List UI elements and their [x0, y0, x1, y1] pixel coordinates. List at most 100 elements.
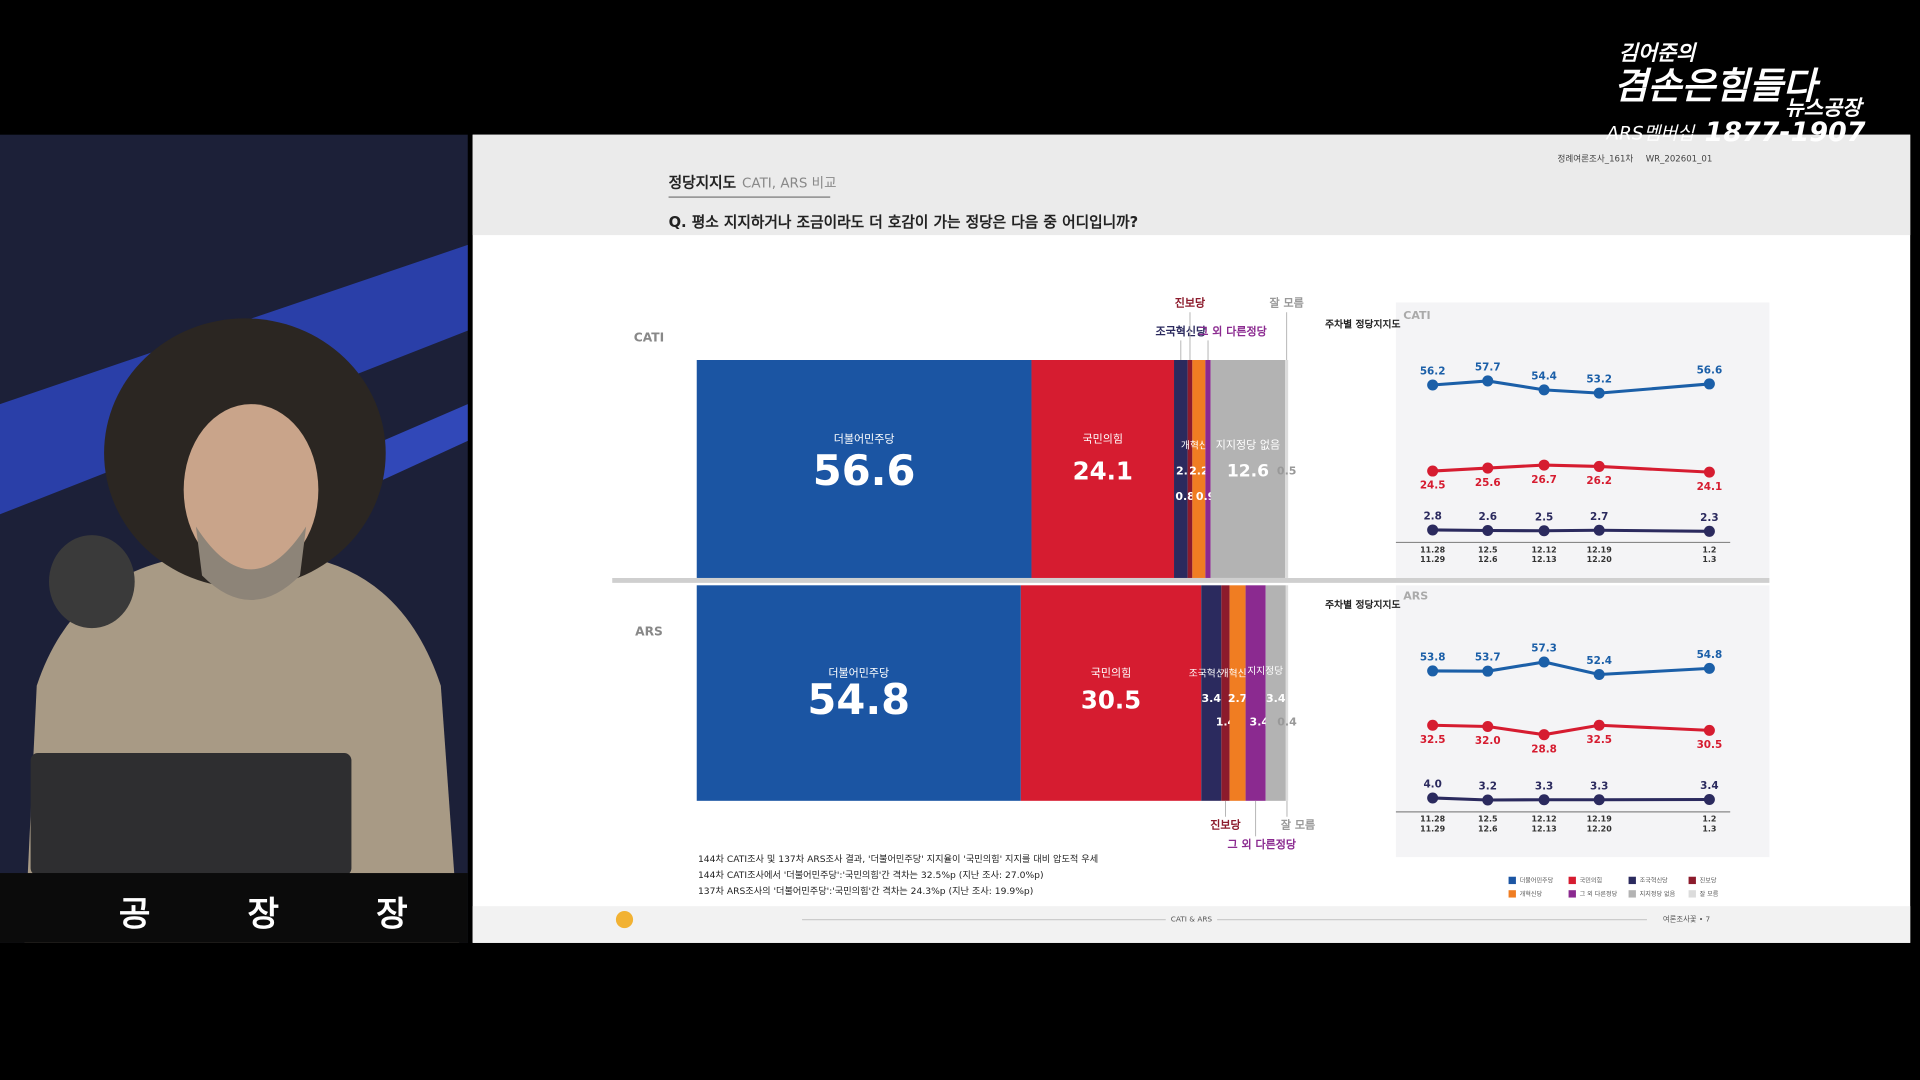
series-line	[1432, 796, 1710, 802]
bar-segment	[696, 585, 1021, 801]
laptop	[30, 753, 352, 876]
point	[1482, 665, 1494, 677]
charts: CATI더불어민주당56.6국민의힘24.1조국혁신당2.3진보당0.8개혁신당…	[634, 296, 1731, 898]
point-label: 2.8	[1423, 510, 1441, 522]
bar-segment	[1201, 585, 1222, 801]
legend-swatch	[1508, 890, 1516, 898]
x-tick-label: 12.19	[1587, 815, 1613, 824]
point-label: 53.2	[1586, 374, 1612, 386]
survey-code: WR_202601_01	[1646, 155, 1713, 165]
bar-segment	[1265, 585, 1286, 801]
x-tick-label: 12.5	[1478, 545, 1498, 554]
legend-label: 조국혁신당	[1640, 876, 1668, 884]
point	[1538, 729, 1550, 741]
phone: 1877-1907	[1704, 117, 1865, 148]
point	[1482, 462, 1494, 474]
legend-label: 잘 모름	[1700, 890, 1719, 898]
footer-right: 여론조사꽃 • 7	[1663, 915, 1711, 924]
logo-line: 김어준의	[1619, 41, 1698, 65]
point-label: 24.1	[1697, 481, 1723, 493]
point	[1482, 524, 1494, 537]
bar-segment	[1285, 360, 1289, 578]
point	[1538, 525, 1550, 537]
point	[1703, 724, 1715, 736]
bar-segment	[1187, 360, 1193, 578]
point	[1538, 794, 1550, 806]
bar-segment	[1031, 360, 1175, 578]
note: 144차 CATI조사에서 '더불어민주당':'국민의힘'간 격차는 32.5%…	[698, 869, 1044, 881]
point	[1593, 524, 1605, 536]
point-label: 32.5	[1420, 734, 1446, 746]
point-label: 57.7	[1475, 361, 1501, 373]
point	[1703, 378, 1715, 390]
segment-name: 진보당	[1175, 296, 1205, 310]
point	[1427, 465, 1439, 477]
segment-value: 0.4	[1277, 715, 1297, 728]
x-tick-label: 1.3	[1702, 824, 1716, 833]
point-label: 24.5	[1420, 480, 1446, 492]
segment-value: 3.4	[1266, 692, 1286, 705]
x-tick-label: 1.2	[1702, 545, 1716, 554]
point	[1482, 794, 1494, 806]
segment-value: 24.1	[1073, 457, 1133, 486]
legend-label: 국민의힘	[1580, 876, 1602, 884]
bar-segment	[1020, 585, 1202, 801]
segment-value: 2.7	[1228, 692, 1248, 705]
segment-value: 12.6	[1227, 461, 1269, 481]
bar-segment	[696, 360, 1032, 578]
point	[1703, 466, 1715, 478]
line-panel	[1395, 302, 1770, 578]
x-tick-label: 12.13	[1532, 555, 1557, 564]
x-tick-label: 12.5	[1478, 815, 1498, 824]
point	[1427, 665, 1439, 677]
bar-segment	[1192, 360, 1206, 578]
segment-name: 진보당	[1210, 817, 1240, 831]
bar-segment	[1205, 360, 1211, 578]
x-tick-label: 12.20	[1587, 555, 1613, 564]
line-subtitle: ARS	[1403, 589, 1428, 602]
segment-name: 조국혁신당	[1155, 324, 1206, 338]
point	[1427, 524, 1439, 536]
point-label: 26.2	[1586, 475, 1612, 487]
nameplate-letter: 장	[376, 894, 408, 934]
slide-subtitle: CATI, ARS 비교	[742, 176, 836, 192]
legend-label: 그 외 다른정당	[1580, 890, 1618, 898]
nameplate-letter: 장	[247, 894, 279, 934]
point-label: 4.0	[1423, 778, 1441, 790]
x-tick-label: 12.6	[1478, 824, 1498, 833]
nameplate	[0, 873, 468, 943]
footer-center: CATI & ARS	[1171, 915, 1213, 924]
point	[1593, 794, 1605, 806]
segment-name: 잘 모름	[1281, 818, 1315, 831]
membership: ARS멤버십	[1606, 124, 1697, 145]
slide-footer	[472, 906, 1911, 943]
point-label: 2.5	[1535, 511, 1553, 523]
point-label: 3.3	[1535, 780, 1553, 792]
point-label: 3.3	[1590, 780, 1608, 792]
segment-name: 지지정당 없음	[1216, 439, 1280, 452]
point-label: 2.7	[1590, 511, 1608, 523]
legend-label: 더불어민주당	[1520, 876, 1554, 884]
point	[1593, 719, 1605, 731]
bar-segment	[1229, 585, 1246, 801]
line-title: 주차별 정당지지도	[1325, 598, 1400, 611]
point	[1427, 792, 1439, 804]
line-title: 주차별 정당지지도	[1325, 317, 1400, 330]
legend-swatch	[1628, 876, 1636, 885]
point	[1538, 656, 1550, 668]
segment-value: 56.6	[813, 446, 916, 495]
point	[1593, 460, 1605, 472]
point	[1538, 459, 1550, 471]
bar-segment	[1174, 360, 1188, 578]
point-label: 54.4	[1531, 370, 1557, 382]
point-label: 2.3	[1700, 512, 1718, 524]
segment-value: 2.2	[1189, 464, 1209, 477]
legend-swatch	[1568, 890, 1576, 898]
legend-label: 지지정당 없음	[1640, 890, 1676, 898]
x-tick-label: 12.19	[1587, 545, 1613, 554]
legend-label: 개혁신당	[1520, 890, 1543, 898]
line-subtitle: CATI	[1403, 309, 1430, 322]
segment-name: 더불어민주당	[828, 666, 889, 679]
slide-header	[472, 134, 1911, 236]
